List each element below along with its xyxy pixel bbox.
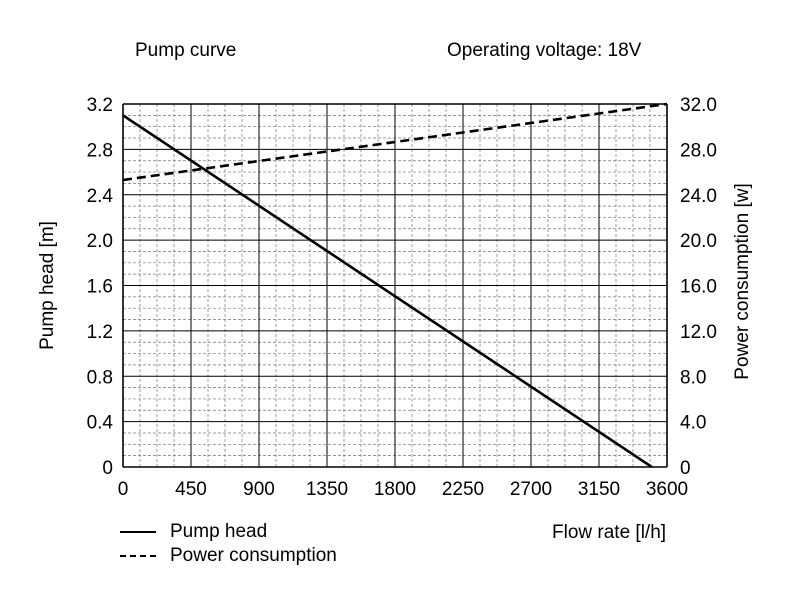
y-left-tick-label: 1.2 (87, 322, 113, 343)
legend: Pump head Power consumption (120, 520, 337, 568)
y-left-axis-label: Pump head [m] (37, 221, 58, 350)
y-left-tick-label: 2.4 (87, 186, 114, 207)
y-left-tick-label: 1.6 (87, 277, 113, 298)
legend-label-pump-head: Pump head (170, 521, 268, 542)
legend-swatch-solid (120, 531, 156, 533)
y-right-tick-label: 4.0 (680, 413, 706, 434)
y-right-axis-label: Power consumption [w] (732, 183, 753, 379)
y-right-tick-label: 16.0 (680, 277, 717, 298)
y-right-tick-label: 32.0 (680, 95, 717, 116)
x-tick-label: 0 (118, 479, 129, 500)
power-consumption-line (122, 102, 668, 182)
legend-item-power-consumption: Power consumption (120, 544, 337, 568)
legend-swatch-dashed (120, 555, 156, 557)
axis-titles: Pump head [m] Power consumption [w] (37, 183, 753, 379)
x-tick-label: 1350 (306, 479, 348, 500)
chart-title: Pump curve (135, 40, 237, 61)
y-left-tick-label: 2.0 (87, 231, 113, 252)
pump-head-line (122, 114, 653, 469)
x-tick-label: 900 (243, 479, 275, 500)
y-left-tick-label: 0 (102, 458, 113, 479)
y-right-tick-label: 8.0 (680, 367, 706, 388)
tick-labels: 0 450 900 1350 1800 2250 2700 3150 360000.40.81.… (87, 95, 717, 500)
x-tick-label: 2700 (510, 479, 552, 500)
y-left-tick-label: 2.8 (87, 140, 113, 161)
x-tick-label: 3600 (646, 479, 688, 500)
y-right-tick-label: 0 (680, 458, 691, 479)
x-tick-label: 2250 (442, 479, 484, 500)
y-right-tick-label: 20.0 (680, 231, 717, 252)
x-axis-label: Flow rate [l/h] (552, 522, 667, 543)
legend-item-pump-head: Pump head (120, 520, 337, 544)
x-tick-label: 450 (175, 479, 207, 500)
operating-voltage-label: Operating voltage: 18V (447, 40, 642, 61)
series-lines (122, 102, 668, 469)
y-left-tick-label: 0.8 (87, 367, 113, 388)
y-left-tick-label: 3.2 (87, 95, 113, 116)
y-right-tick-label: 12.0 (680, 322, 717, 343)
y-right-tick-label: 24.0 (680, 186, 717, 207)
x-tick-label: 3150 (578, 479, 620, 500)
major-grid (122, 103, 668, 468)
x-tick-label: 1800 (374, 479, 416, 500)
y-left-tick-label: 0.4 (87, 413, 114, 434)
legend-label-power-consumption: Power consumption (170, 545, 337, 566)
y-right-tick-label: 28.0 (680, 140, 717, 161)
